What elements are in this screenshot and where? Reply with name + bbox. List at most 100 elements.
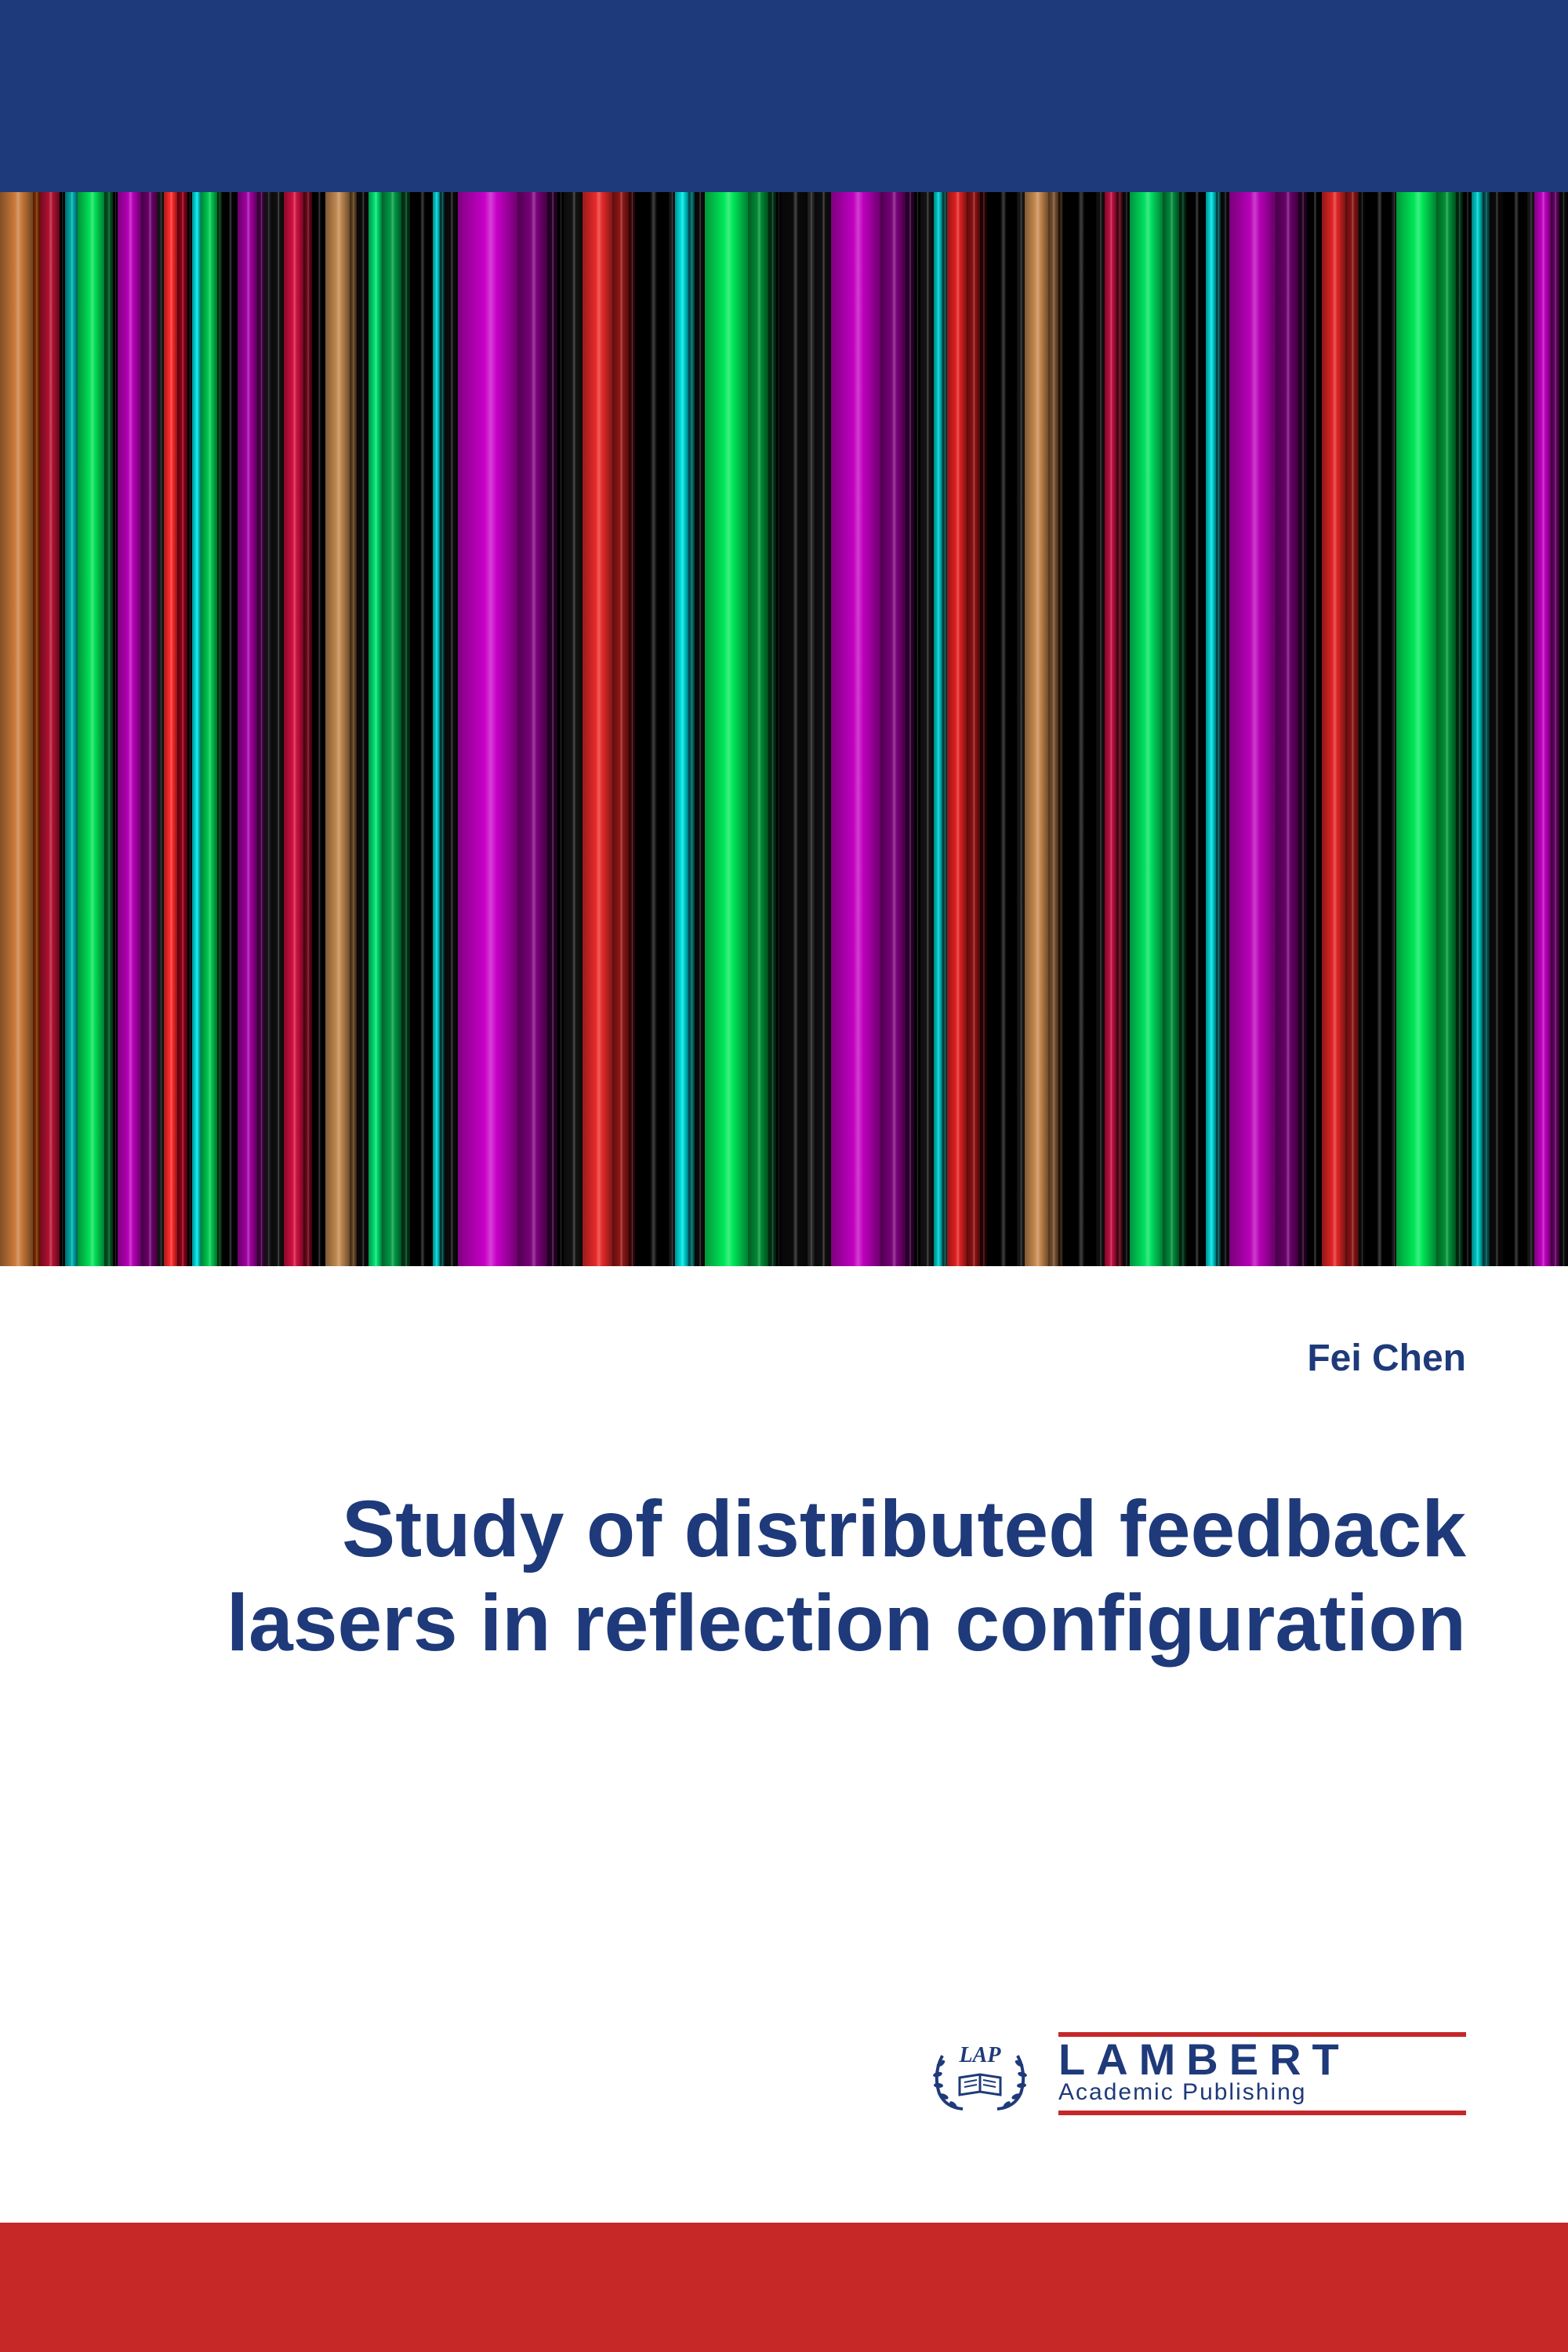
publisher-name: LAMBERT [1058,2037,1466,2083]
spectrum-stripe [78,192,104,1266]
spectrum-stripe [265,192,271,1266]
spectrum-stripe [201,192,217,1266]
spectrum-stripe [1359,192,1365,1266]
spectrum-stripe [1025,192,1048,1266]
spectrum-stripe [1436,192,1456,1266]
spectrum-stripe [1298,192,1307,1266]
spectrum-stripe [808,192,814,1266]
spectrum-stripe [1396,192,1436,1266]
spectrum-stripe [1456,192,1462,1266]
spectrum-stripe [164,192,177,1266]
spectrum-stripe [325,192,350,1266]
spectrum-stripe [272,192,284,1266]
spectrum-stripe [1276,192,1299,1266]
spectrum-stripe [445,192,458,1266]
spectrum-stripe [118,192,141,1266]
spectrum-stripe [557,192,564,1266]
spectrum-stripe [781,192,808,1266]
spectrum-stripe [967,192,980,1266]
spectrum-stripe [583,192,612,1266]
spectrum-stripe [1206,192,1216,1266]
spectrum-stripe [177,192,187,1266]
laurel-icon: LAP [925,2031,1035,2117]
spectrum-stripe [1503,192,1528,1266]
spectrum-stripe [906,192,914,1266]
spectrum-stripe [284,192,303,1266]
spectrum-stripe [1534,192,1551,1266]
spectrum-stripe [1365,192,1392,1266]
content-area: Fei Chen Study of distributed feedback l… [0,1266,1568,2223]
spectrum-stripe [629,192,635,1266]
spectrum-stripe [669,192,675,1266]
spectrum-stripe [1483,192,1489,1266]
spectrum-stripe [368,192,382,1266]
spectrum-stripe [914,192,920,1266]
publisher-logo: LAP [925,2031,1035,2117]
spectrum-stripe [831,192,880,1266]
spectrum-stripe [695,192,705,1266]
spectrum-stripe [1017,192,1025,1266]
spectrum-stripe [1063,192,1096,1266]
spectrum-stripe [1345,192,1359,1266]
spectrum-stripe [40,192,60,1266]
spectrum-stripe [880,192,906,1266]
spectrum-stripe [382,192,401,1266]
spectrum-stripe [1527,192,1534,1266]
publisher-text: LAMBERT Academic Publishing [1058,2032,1466,2116]
spectrum-stripe [357,192,368,1266]
spectrum-stripe [65,192,78,1266]
spectrum-stripe [141,192,158,1266]
spectrum-stripe [564,192,582,1266]
spectrum-stripe [768,192,777,1266]
spectrum-stripe [458,192,517,1266]
spectrum-stripe [1322,192,1345,1266]
spectrum-stripe [401,192,410,1266]
spectrum-stripe [1490,192,1503,1266]
spectrum-stripe [635,192,668,1266]
spectrum-stripe [104,192,113,1266]
spectrum-stripe [517,192,547,1266]
spectrum-stripe [1472,192,1483,1266]
spectrum-stripe [1186,192,1206,1266]
spectrum-stripe [1130,192,1163,1266]
spectrum-stripe [1116,192,1123,1266]
spectrum-stripe [612,192,629,1266]
spectrum-stripe [1463,192,1472,1266]
spectrum-stripe [1229,192,1276,1266]
spectrum-stripe [1123,192,1129,1266]
spectrum-stripe [1096,192,1105,1266]
spectrum-stripe [705,192,748,1266]
spectrum-stripe [675,192,688,1266]
spectrum-stripe [192,192,201,1266]
spectrum-stripe [688,192,695,1266]
top-band [0,0,1568,192]
spectrum-stripe [934,192,942,1266]
bottom-band [0,2223,1568,2352]
book-title: Study of distributed feedback lasers in … [102,1482,1466,1671]
publisher-block: LAP LAMBERT Academic Publishing [925,2031,1466,2117]
author-name: Fei Chen [102,1337,1466,1380]
book-cover: Fei Chen Study of distributed feedback l… [0,0,1568,2352]
spectrum-stripe [222,192,237,1266]
spectrum-stripe [238,192,257,1266]
spectrum-stripe [1048,192,1058,1266]
spectrum-stripe [350,192,356,1266]
lap-text: LAP [959,2043,1002,2067]
spectrum-stripe [987,192,1017,1266]
spectrum-stripe [1221,192,1229,1266]
spectrum-stripe [158,192,164,1266]
spectrum-stripe [312,192,325,1266]
spectrum-stripe [947,192,967,1266]
spectrum-stripe [410,192,434,1266]
spectrum-stripe [1179,192,1185,1266]
spectrum-graphic [0,192,1568,1266]
spectrum-stripe [1559,192,1568,1266]
spectrum-stripe [547,192,557,1266]
spectrum-stripe [920,192,934,1266]
spectrum-stripe [748,192,768,1266]
spectrum-stripe [33,192,39,1266]
spectrum-stripe [433,192,439,1266]
spectrum-stripe [1105,192,1116,1266]
spectrum-stripe [815,192,831,1266]
spectrum-stripe [0,192,33,1266]
